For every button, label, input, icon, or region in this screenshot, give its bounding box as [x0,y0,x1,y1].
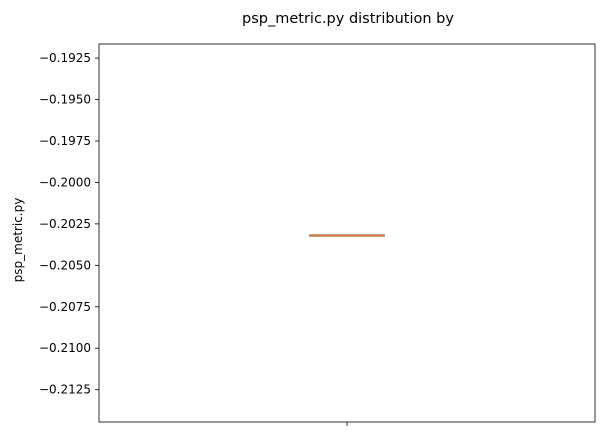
y-axis-ticks: −0.1925 −0.1950 −0.1975 −0.2000 −0.2025 −0.20… [39,51,99,397]
y-tick-label: −0.2000 [39,175,91,189]
y-tick-label: −0.2075 [39,300,91,314]
y-tick-label: −0.1975 [39,134,91,148]
y-tick-label: −0.1950 [39,93,91,107]
chart-title: psp_metric.py distribution by [242,11,454,27]
y-tick-label: −0.2100 [39,341,91,355]
y-axis-label: psp_metric.py [11,198,25,283]
y-tick-label: −0.2050 [39,258,91,272]
y-tick-label: −0.1925 [39,51,91,65]
box-plot [309,234,385,237]
plot-frame [98,43,596,423]
y-tick-label: −0.2125 [39,383,91,397]
y-tick-label: −0.2025 [39,217,91,231]
